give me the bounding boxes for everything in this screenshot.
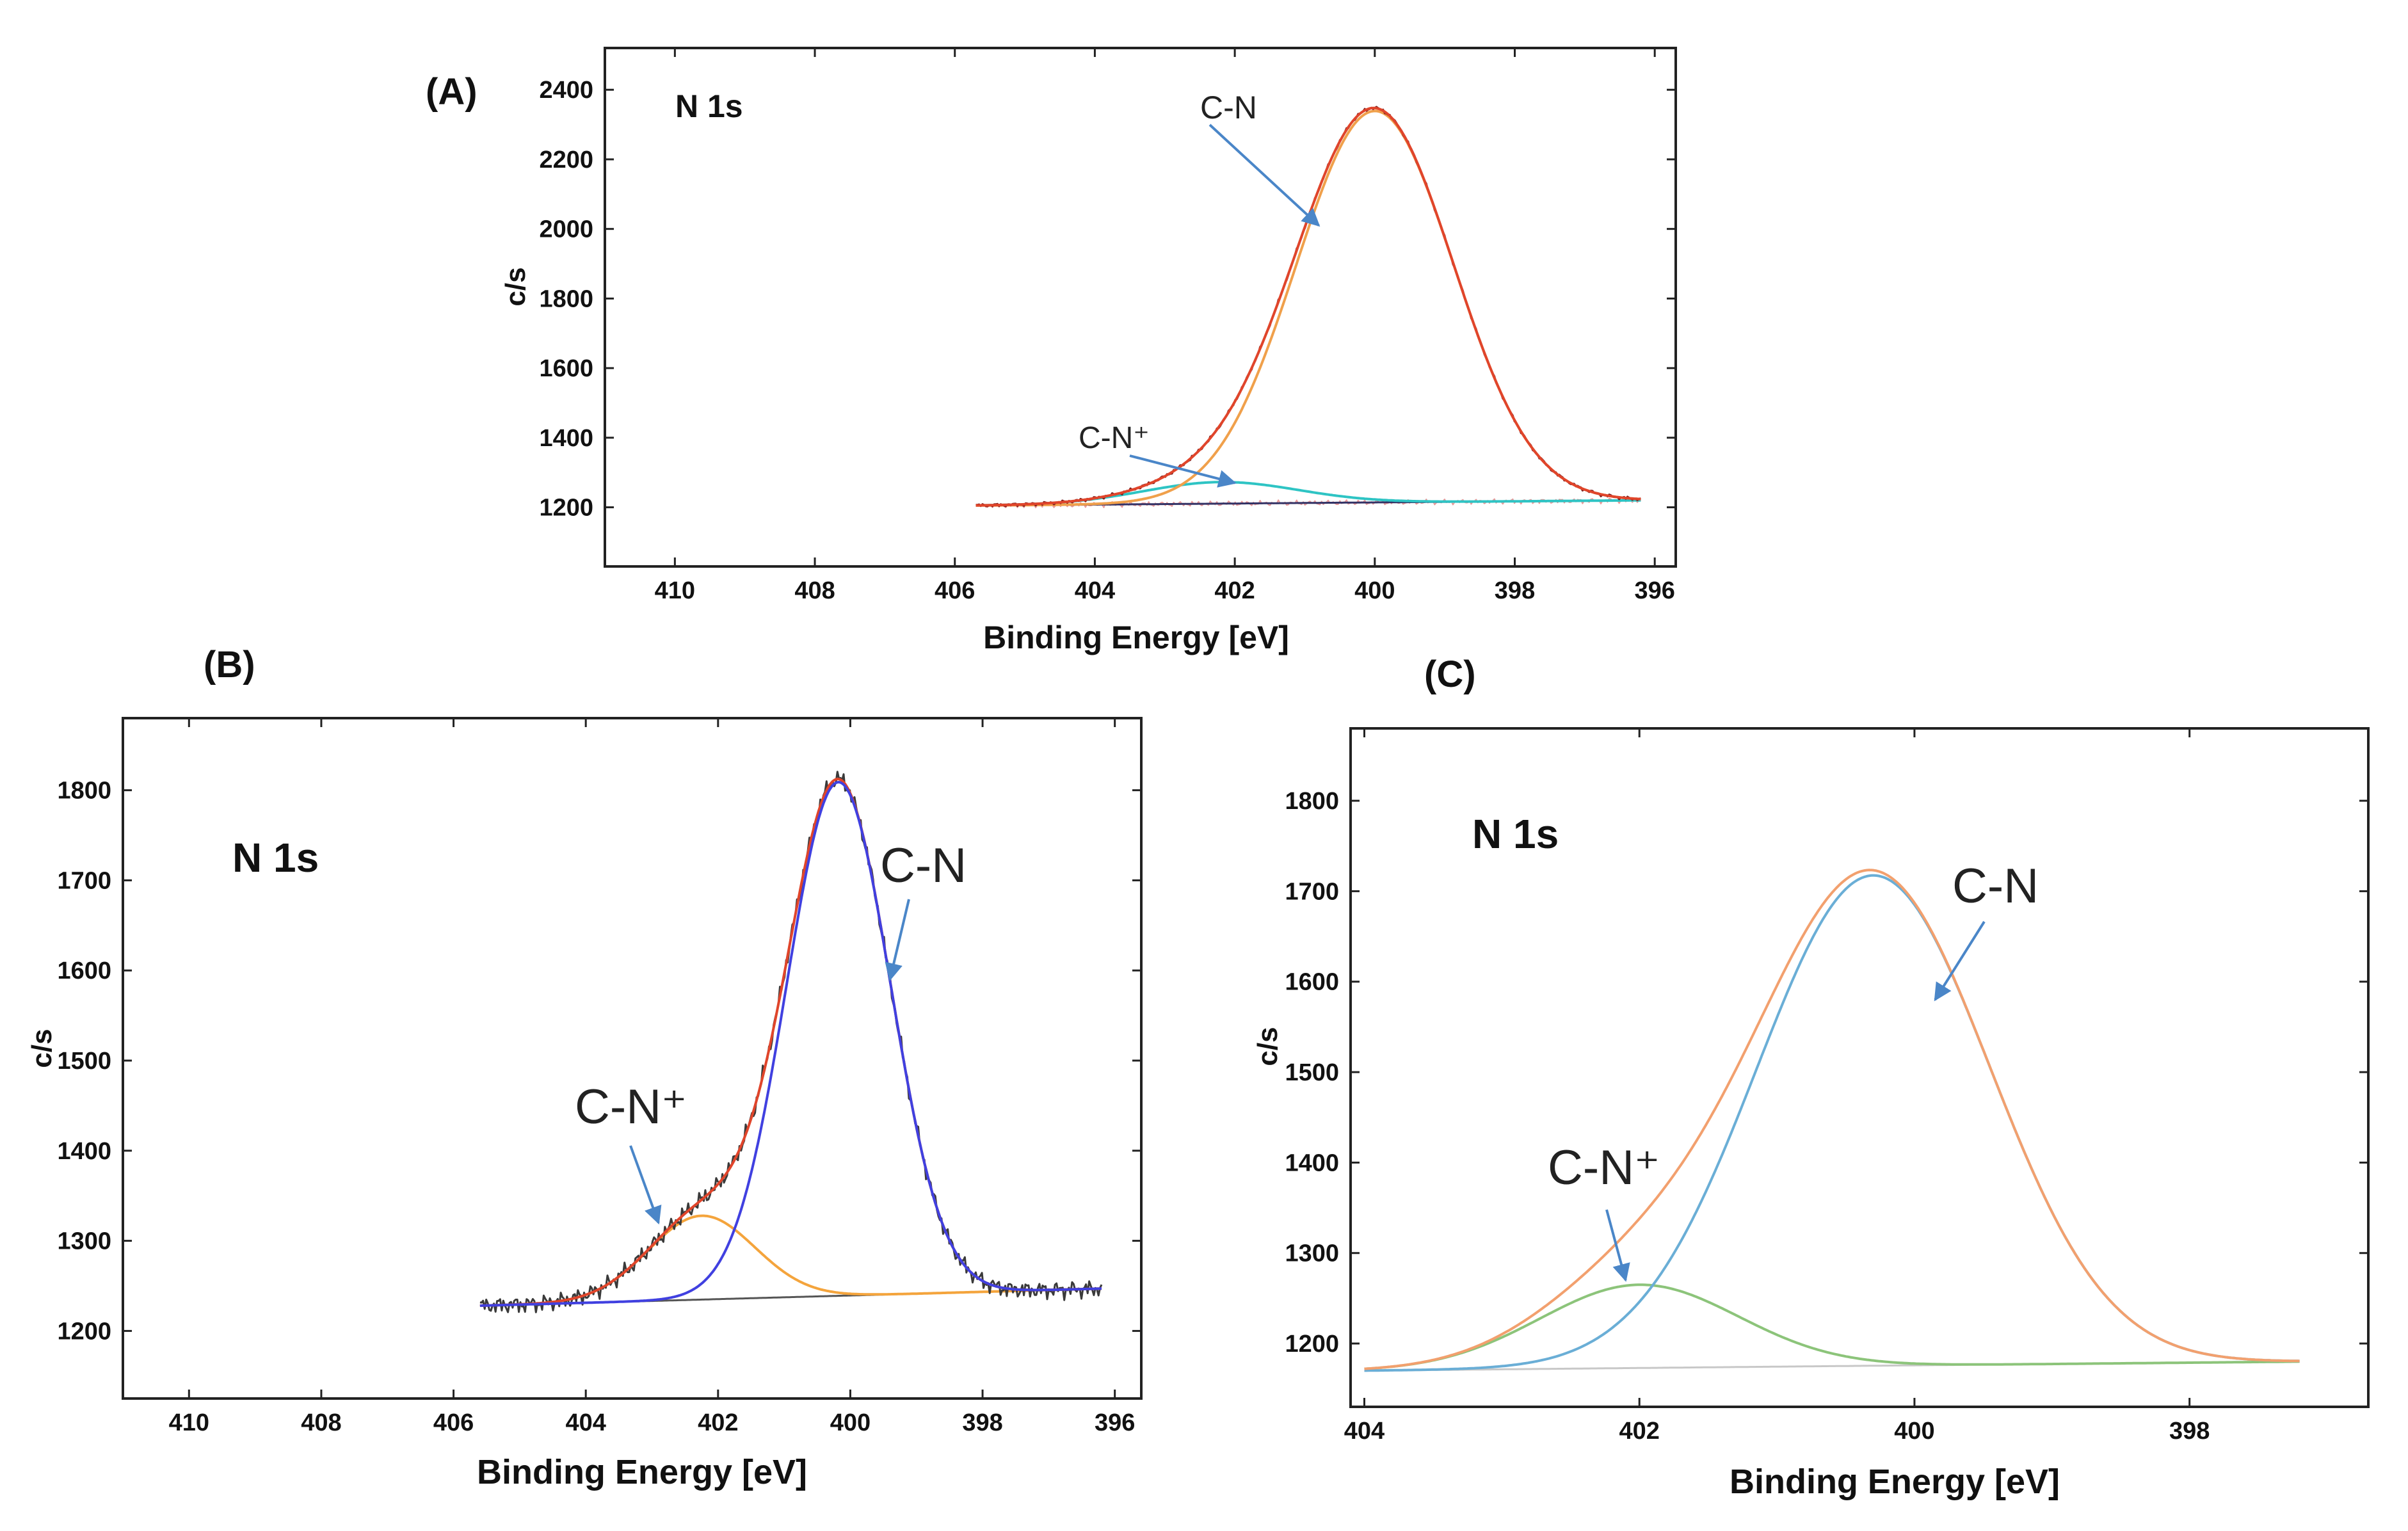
panel-c-annotation-cn-plus: C-N⁺ [1548, 1141, 1660, 1195]
panel-a-annotation-cn: C-N [1200, 90, 1257, 125]
panel-b-xtick-label: 410 [169, 1409, 209, 1436]
panel-a-xtick-label: 400 [1354, 577, 1395, 604]
panel-c-trace-envelope [1364, 869, 2300, 1370]
panel-c-annotation-cn: C-N [1952, 859, 2039, 913]
panel-a-xtick-label: 398 [1495, 577, 1535, 604]
panel-c-axes-frame [1349, 727, 2370, 1408]
panel-b-xtick-label: 402 [698, 1409, 738, 1436]
panel-a-ytick-label: 1800 [539, 285, 593, 312]
panel-a-xtick-label: 410 [655, 577, 695, 604]
panel-a-annotation-arrow [1129, 454, 1237, 488]
panel-c-xtick-label: 402 [1619, 1418, 1660, 1445]
panel-c-ytick-label: 1200 [1285, 1331, 1339, 1358]
panel-c-ytick-label: 1800 [1285, 788, 1339, 815]
panel-c-annotation-arrow [1934, 920, 1986, 1002]
panel-a-ytick-label: 2400 [539, 77, 593, 104]
panel-b-plot: 410 408 406 404 402 400 398 396 1200 1300 1400 1500… [57, 717, 1143, 1436]
panel-a-label: (A) [426, 71, 478, 113]
panel-a-axes-frame [604, 47, 1677, 568]
panel-a-trace-envelope [975, 106, 1641, 507]
panel-b-ytick-label: 1500 [57, 1048, 111, 1075]
panel-b: (B) N 1s Binding Energy [eV] c/s 410 408 4… [26, 644, 1143, 1491]
panel-b-trace-envelope [479, 778, 1102, 1307]
panel-c-xtick-label: 398 [2169, 1418, 2210, 1445]
panel-b-annotation-cn-plus: C-N⁺ [575, 1080, 687, 1134]
panel-a-xtick-label: 408 [794, 577, 835, 604]
panel-c: (C) N 1s Binding Energy [eV] c/s 404 402 4… [1252, 653, 2370, 1501]
panel-b-xtick-label: 406 [433, 1409, 474, 1436]
panel-c-ytick-label: 1300 [1285, 1240, 1339, 1267]
panel-b-annotation-arrow [629, 1145, 662, 1225]
panel-b-xtick-label: 400 [830, 1409, 871, 1436]
panel-b-ytick-label: 1400 [57, 1138, 111, 1165]
panel-a-ytick-label: 2000 [539, 216, 593, 243]
panel-c-ytick-label: 1500 [1285, 1059, 1339, 1086]
panel-a: (A) N 1s Binding Energy [eV] c/s 410 408 4… [426, 47, 1677, 655]
panel-c-annotation-arrow [1605, 1209, 1630, 1282]
panel-b-ytick-label: 1700 [57, 867, 111, 894]
panel-c-ytick-label: 1700 [1285, 878, 1339, 905]
panel-b-annotation-arrow [885, 899, 910, 982]
panel-b-title: N 1s [232, 835, 319, 881]
panel-a-xlabel: Binding Energy [eV] [983, 620, 1289, 655]
panel-c-trace-cn [1364, 874, 2300, 1372]
panel-c-ytick-label: 1400 [1285, 1150, 1339, 1176]
panel-a-ylabel: c/s [500, 267, 531, 306]
panel-a-plot: 410 408 406 404 402 400 398 396 1200 1400 1600 1800… [539, 47, 1677, 604]
panel-b-ytick-label: 1600 [57, 958, 111, 984]
panel-b-ytick-label: 1200 [57, 1318, 111, 1345]
panel-b-trace-cn [479, 781, 1102, 1307]
panel-b-xlabel: Binding Energy [eV] [477, 1453, 807, 1491]
panel-b-xtick-label: 404 [565, 1409, 606, 1436]
panel-c-ylabel: c/s [1252, 1027, 1283, 1066]
panel-c-xtick-label: 404 [1344, 1418, 1385, 1445]
panel-a-annotation-cn-plus: C-N⁺ [1079, 421, 1150, 455]
panel-c-title: N 1s [1472, 811, 1559, 857]
panel-a-xtick-label: 396 [1634, 577, 1674, 604]
panel-a-ytick-label: 1600 [539, 355, 593, 382]
panel-b-ytick-label: 1800 [57, 778, 111, 805]
panel-a-ytick-label: 2200 [539, 147, 593, 173]
panel-a-ytick-label: 1400 [539, 425, 593, 452]
panel-b-xtick-label: 398 [962, 1409, 1002, 1436]
panel-c-plot: 404 402 400 398 1200 1300 1400 1500 1600 1700 1800 [1285, 727, 2370, 1445]
panel-b-label: (B) [204, 644, 255, 685]
panel-b-ytick-label: 1300 [57, 1228, 111, 1255]
panel-a-xtick-label: 404 [1075, 577, 1115, 604]
panel-a-trace-envelope-dark [975, 106, 1641, 508]
panel-c-xlabel: Binding Energy [eV] [1730, 1463, 2060, 1501]
panel-a-xtick-label: 402 [1214, 577, 1255, 604]
panel-b-axes-frame [122, 717, 1143, 1400]
panel-b-trace-cn-plus [479, 1214, 1102, 1307]
panel-b-trace-raw [479, 771, 1103, 1313]
panel-a-trace-cn [975, 109, 1641, 507]
panel-b-xtick-label: 408 [301, 1409, 341, 1436]
panel-c-trace-cn-plus [1364, 1283, 2300, 1370]
panel-c-xtick-label: 400 [1894, 1418, 1934, 1445]
panel-a-title: N 1s [675, 88, 743, 124]
panel-b-ylabel: c/s [26, 1029, 58, 1068]
panel-a-annotation-arrow [1208, 124, 1320, 227]
panel-a-xtick-label: 406 [935, 577, 975, 604]
panel-b-annotation-cn: C-N [880, 838, 967, 893]
panel-c-ytick-label: 1600 [1285, 969, 1339, 996]
panel-b-xtick-label: 396 [1095, 1409, 1135, 1436]
panel-a-ytick-label: 1200 [539, 495, 593, 522]
panel-c-label: (C) [1424, 653, 1476, 695]
